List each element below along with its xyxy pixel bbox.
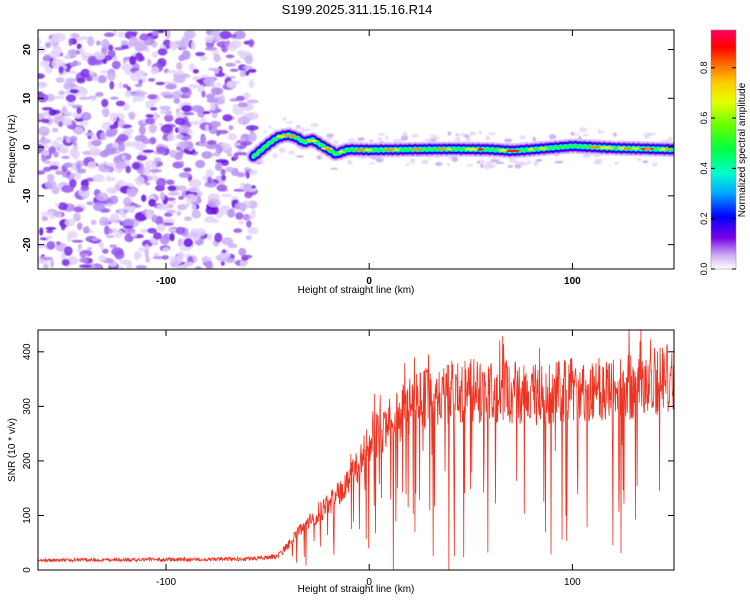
- snr-ticks: -100 0 100 0 100 200 300 400: [22, 330, 674, 588]
- snr-ytick-label: 300: [22, 398, 33, 415]
- snr-ytick-label: 100: [22, 507, 33, 524]
- snr-xtick-label: 0: [366, 577, 372, 588]
- snr-ytick-label: 0: [22, 567, 33, 573]
- noise-region: [38, 30, 259, 269]
- snr-plot-area: [38, 330, 674, 570]
- snr-ylabel: SNR (10 * v/v): [7, 418, 18, 482]
- snr-panel: -100 0 100 0 100 200 300 400 Height of straight…: [7, 329, 675, 595]
- colorbar: 0.0 0.2 0.4 0.6 0.8 Normalized spectral ampl…: [699, 29, 748, 275]
- snr-frame: [37, 329, 675, 571]
- colorbar-tick-label: 0.4: [699, 162, 709, 175]
- colorbar-ticks: 0.0 0.2 0.4 0.6 0.8: [699, 61, 736, 275]
- snr-ytick-label: 200: [22, 452, 33, 469]
- spectrogram-ytick-label: 10: [22, 92, 33, 104]
- spectrogram-ytick-label: -10: [22, 188, 33, 203]
- snr-xlabel: Height of straight line (km): [298, 584, 415, 595]
- colorbar-frame: [710, 29, 737, 270]
- spectrogram-xtick-label: 100: [564, 276, 581, 287]
- spectrogram-ylabel: Frequency (Hz): [7, 115, 18, 184]
- spectrogram-ytick-label: 20: [22, 44, 33, 56]
- spectrogram-frame: [37, 29, 675, 270]
- signal-track: [246, 127, 674, 164]
- colorbar-tick-label: 0.8: [699, 61, 709, 74]
- spectrogram-image: [38, 30, 674, 269]
- snr-ytick-label: 400: [22, 343, 33, 360]
- spectrogram-xlabel: Height of straight line (km): [298, 285, 415, 296]
- colorbar-tick-label: 0.0: [699, 263, 709, 276]
- colorbar-tick-label: 0.2: [699, 212, 709, 225]
- colorbar-label: Normalized spectral amplitude: [737, 82, 748, 217]
- spectrogram-ytick-label: 0: [22, 144, 33, 150]
- spectrogram-ytick-label: -20: [22, 237, 33, 252]
- snr-xtick-label: 100: [564, 577, 581, 588]
- spectrogram-xtick-label: -100: [156, 276, 176, 287]
- spectrogram-xtick-label: 0: [366, 276, 372, 287]
- snr-xtick-label: -100: [156, 577, 176, 588]
- colorbar-gradient: [711, 30, 736, 269]
- snr-series-line: [38, 330, 674, 570]
- colorbar-tick-label: 0.6: [699, 112, 709, 125]
- chart-title: S199.2025.311.15.16.R14: [282, 2, 433, 17]
